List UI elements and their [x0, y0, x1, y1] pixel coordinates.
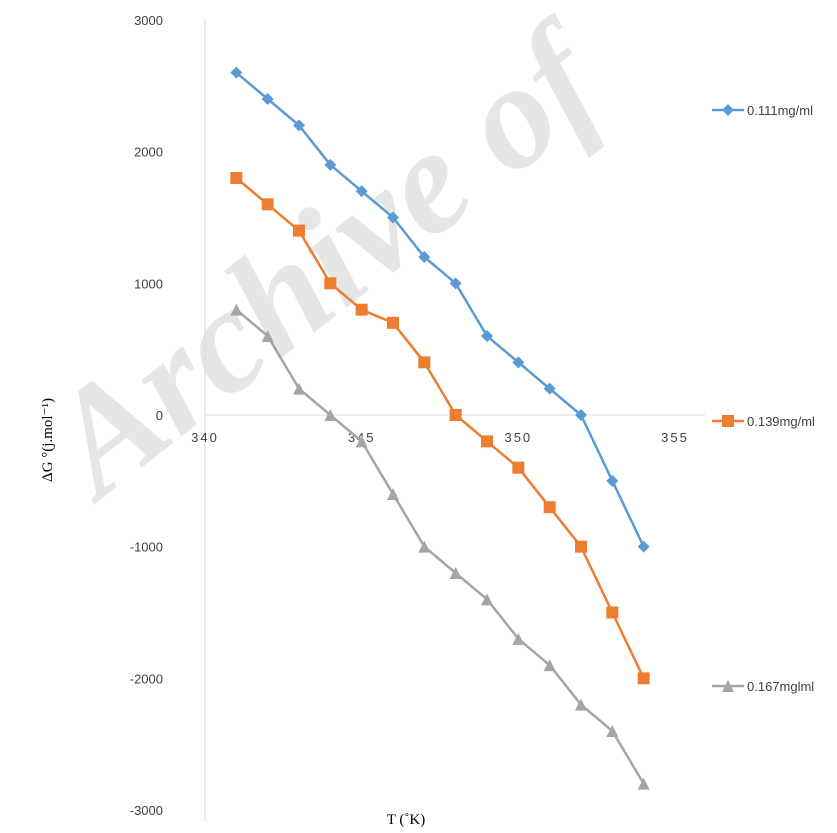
- data-point: [230, 172, 243, 184]
- legend-marker: [722, 104, 734, 116]
- y-tick-label: 0: [156, 408, 163, 423]
- y-tick-label: 2000: [134, 145, 163, 160]
- data-point: [230, 303, 243, 316]
- data-point: [293, 224, 305, 237]
- series-line: [235, 308, 645, 785]
- data-point: [449, 567, 462, 579]
- data-point: [418, 540, 431, 553]
- data-point: [355, 435, 368, 448]
- data-point: [324, 409, 337, 421]
- legend-label: 0.167mglml: [747, 679, 814, 694]
- legend-marker: [722, 415, 734, 427]
- y-tick-label: 3000: [134, 13, 163, 28]
- data-point: [418, 356, 431, 369]
- legend-item: 0.111mg/ml: [712, 103, 813, 118]
- watermark-text: Archive of: [12, 0, 640, 531]
- data-point: [261, 198, 274, 211]
- y-tick-label: -3000: [130, 803, 163, 818]
- series-3: [230, 303, 650, 790]
- data-point: [261, 93, 274, 105]
- data-point: [418, 251, 431, 263]
- x-axis-title: T (˚K): [387, 812, 425, 828]
- data-point: [293, 119, 305, 132]
- series-2: [230, 172, 650, 685]
- data-point: [512, 461, 525, 474]
- data-point: [606, 474, 619, 487]
- data-point: [481, 330, 493, 342]
- data-point: [606, 606, 619, 619]
- data-point: [355, 303, 368, 316]
- data-point: [543, 659, 556, 672]
- x-tick-label: 350: [504, 430, 532, 445]
- legend: 0.111mg/ml 0.139mg/ml 0.167mglml: [712, 103, 815, 694]
- data-point: [575, 409, 587, 421]
- legend-label: 0.139mg/ml: [747, 414, 815, 429]
- data-point: [543, 501, 556, 514]
- data-point: [606, 725, 619, 737]
- y-tick-label: -1000: [130, 540, 163, 555]
- series-line: [235, 71, 645, 548]
- x-tick-label: 355: [661, 430, 689, 445]
- legend-item: 0.167mglml: [712, 679, 814, 694]
- data-point: [324, 277, 337, 290]
- y-tick-label: -2000: [130, 671, 163, 686]
- data-point: [637, 777, 650, 790]
- data-point: [512, 356, 525, 369]
- series-1: [230, 66, 650, 553]
- data-point: [387, 211, 399, 224]
- data-point: [230, 66, 243, 79]
- data-point: [512, 632, 525, 645]
- data-point: [543, 382, 556, 395]
- watermark-layer: Archive of: [12, 0, 640, 531]
- series-line: [235, 177, 645, 679]
- data-point: [355, 185, 368, 198]
- data-point: [575, 698, 587, 711]
- data-point: [449, 277, 462, 290]
- data-point: [261, 330, 274, 342]
- data-point: [293, 382, 305, 395]
- legend-label: 0.111mg/ml: [747, 103, 813, 118]
- data-point: [637, 540, 650, 553]
- data-point: [324, 158, 337, 171]
- data-point: [637, 672, 650, 685]
- data-point: [575, 540, 587, 553]
- data-point: [449, 409, 462, 421]
- x-tick-label: 340: [191, 430, 219, 445]
- data-point: [387, 316, 399, 329]
- data-point: [387, 488, 399, 500]
- legend-marker: [722, 680, 734, 692]
- y-tick-label: 1000: [134, 276, 163, 291]
- data-point: [481, 593, 493, 606]
- legend-item: 0.139mg/ml: [712, 414, 815, 429]
- data-point: [481, 435, 493, 448]
- y-axis-title: ΔG °(j.mol⁻¹): [40, 398, 56, 482]
- series-layer: [230, 66, 650, 790]
